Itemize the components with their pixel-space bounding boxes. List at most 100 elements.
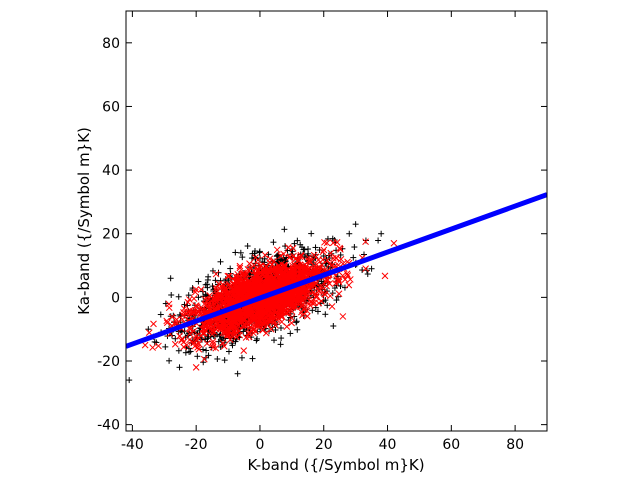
scatter-point-cross <box>307 302 314 309</box>
scatter-point-cross <box>328 303 336 310</box>
scatter-point-plus <box>301 246 308 253</box>
scatter-point-cross <box>238 315 245 323</box>
scatter-point-plus <box>168 291 175 298</box>
scatter-point-cross <box>336 244 344 252</box>
scatter-point-cross <box>210 299 218 306</box>
scatter-point-cross <box>313 293 320 301</box>
scatter-point-cross <box>219 299 227 306</box>
scatter-point-cross <box>305 257 313 265</box>
scatter-point-cross <box>339 313 347 320</box>
scatter-point-cross <box>230 315 237 323</box>
scatter-point-cross <box>212 344 220 352</box>
scatter-point-cross <box>290 274 298 281</box>
scatter-point-plus <box>249 355 256 362</box>
scatter-point-cross <box>183 341 191 349</box>
scatter-point-cross <box>221 330 229 337</box>
scatter-point-plus <box>274 252 281 259</box>
scatter-point-cross <box>335 276 342 283</box>
scatter-point-cross <box>301 304 309 311</box>
scatter-point-cross <box>262 282 270 290</box>
scatter-point-cross <box>149 344 156 351</box>
scatter-point-cross <box>312 266 319 274</box>
scatter-point-cross <box>258 320 266 328</box>
scatter-point-plus <box>278 335 285 342</box>
scatter-point-cross <box>233 289 241 297</box>
scatter-point-cross <box>219 319 226 327</box>
scatter-point-cross <box>289 244 297 252</box>
scatter-point-cross <box>268 297 276 305</box>
scatter-point-cross <box>337 255 345 263</box>
scatter-point-cross <box>233 286 241 294</box>
scatter-point-plus <box>162 343 169 350</box>
scatter-point-cross <box>278 264 286 272</box>
scatter-point-cross <box>344 272 352 279</box>
scatter-point-cross <box>292 287 300 295</box>
scatter-point-cross <box>190 295 198 302</box>
scatter-point-plus <box>308 230 315 237</box>
scatter-point-cross <box>254 256 262 264</box>
scatter-point-cross <box>214 297 222 305</box>
scatter-point-cross <box>362 238 369 246</box>
scatter-point-plus <box>151 338 158 345</box>
scatter-point-cross <box>290 267 297 275</box>
scatter-point-cross <box>332 280 340 287</box>
scatter-point-cross <box>219 339 227 347</box>
scatter-point-cross <box>219 280 226 288</box>
scatter-point-cross <box>295 257 302 264</box>
scatter-point-plus <box>293 318 300 325</box>
scatter-point-cross <box>202 301 209 309</box>
scatter-point-cross <box>209 338 217 345</box>
scatter-point-cross <box>229 298 237 306</box>
scatter-point-cross <box>256 287 263 295</box>
scatter-point-cross <box>180 305 188 312</box>
scatter-point-plus <box>277 341 284 348</box>
scatter-point-plus <box>198 336 205 343</box>
scatter-point-plus <box>209 267 216 274</box>
y-tick-label: 0 <box>111 290 120 306</box>
scatter-point-plus <box>199 346 206 353</box>
scatter-point-cross <box>242 275 250 283</box>
scatter-point-plus <box>351 244 358 251</box>
scatter-point-cross <box>343 270 351 278</box>
scatter-point-cross <box>240 347 248 354</box>
fit-line-layer <box>126 192 547 349</box>
scatter-point-cross <box>284 298 292 305</box>
scatter-point-cross <box>298 287 306 295</box>
scatter-point-plus <box>225 348 232 355</box>
scatter-point-cross <box>333 239 341 246</box>
scatter-point-cross <box>323 239 331 247</box>
scatter-point-cross <box>141 341 149 349</box>
scatter-point-cross <box>311 291 318 298</box>
scatter-point-cross <box>298 270 306 278</box>
scatter-point-cross <box>280 250 287 258</box>
scatter-point-cross <box>302 294 310 302</box>
scatter-point-plus <box>175 347 182 354</box>
scatter-point-cross <box>319 248 327 256</box>
scatter-point-cross <box>220 324 227 332</box>
scatter-point-cross <box>244 292 251 300</box>
scatter-point-cross <box>293 296 301 303</box>
scatter-point-cross <box>224 297 231 305</box>
x-tick-label: -20 <box>185 437 208 453</box>
scatter-point-cross <box>362 265 369 272</box>
y-tick-label: 20 <box>102 227 120 243</box>
scatter-point-plus <box>297 241 304 248</box>
scatter-point-cross <box>258 266 265 274</box>
scatter-point-cross <box>332 254 340 262</box>
scatter-point-plus <box>309 307 316 314</box>
scatter-point-cross <box>265 317 273 325</box>
y-tick-label: -20 <box>97 354 120 370</box>
scatter-point-cross <box>236 262 244 270</box>
scatter-point-plus <box>234 370 241 377</box>
scatter-point-plus <box>185 292 192 299</box>
scatter-point-cross <box>297 269 304 277</box>
scatter-point-cross <box>256 262 264 270</box>
scatter-point-cross <box>165 304 173 312</box>
scatter-point-cross <box>341 276 349 283</box>
scatter-point-cross <box>276 296 284 304</box>
scatter-point-plus <box>270 239 277 246</box>
scatter-point-cross <box>234 309 241 317</box>
scatter-point-plus <box>215 269 222 276</box>
points-layer <box>126 221 398 384</box>
scatter-point-cross <box>213 323 221 331</box>
